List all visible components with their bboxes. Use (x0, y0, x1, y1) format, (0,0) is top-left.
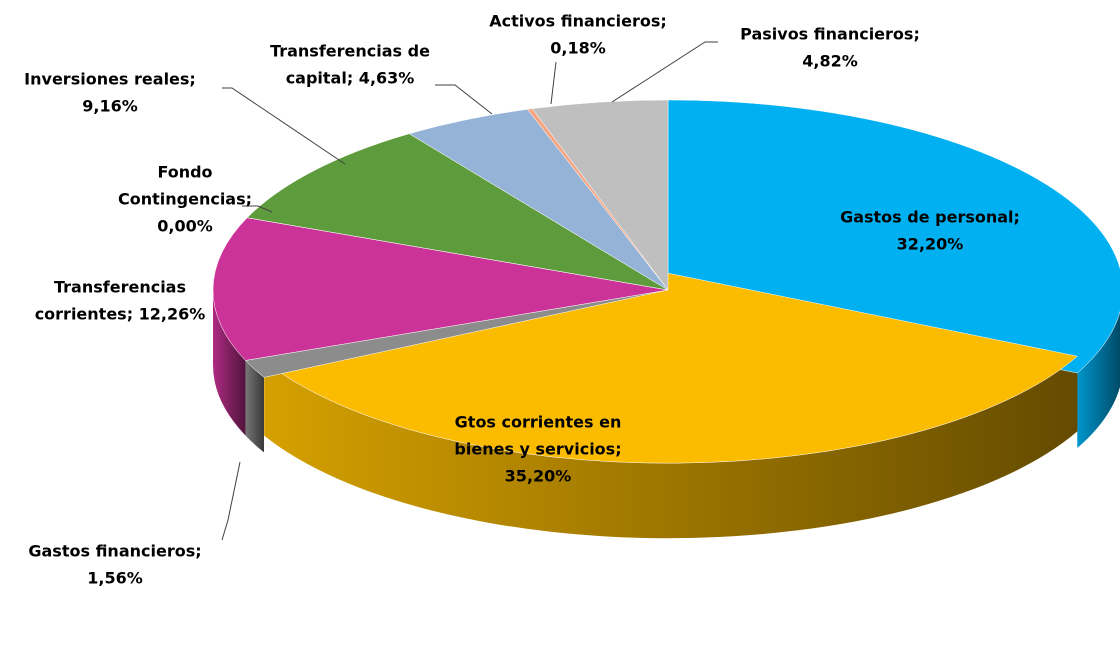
leader-line (242, 205, 273, 213)
data-label: Contingencias; (118, 190, 252, 209)
data-label: corrientes; 12,26% (35, 305, 206, 324)
leader-line (221, 461, 241, 541)
slice (246, 133, 669, 291)
data-labels: Gastos de personal; 32,20% Gtos corrientes… (24, 12, 1020, 588)
data-label: Transferencias (54, 278, 186, 297)
data-label: 4,82% (802, 52, 858, 71)
data-label: 1,56% (87, 569, 143, 588)
data-label: Gastos de personal; (840, 208, 1020, 227)
slice (212, 217, 669, 361)
data-label: 32,20% (897, 235, 964, 254)
slice (531, 99, 669, 291)
leader-line (222, 87, 346, 165)
data-label: Gtos corrientes en (455, 413, 622, 432)
leader-line (435, 84, 493, 115)
data-label: Pasivos financieros; (740, 25, 920, 44)
data-label: Fondo (157, 163, 212, 182)
data-label: Gastos financieros; (28, 542, 201, 561)
leader-line (611, 41, 718, 103)
slice-side (245, 360, 264, 453)
data-label: 0,18% (550, 39, 606, 58)
data-label: 35,20% (505, 467, 572, 486)
data-label: Activos financieros; (489, 12, 667, 31)
leader-line (550, 61, 557, 105)
data-label: Transferencias de (270, 42, 430, 61)
data-label: Inversiones reales; (24, 70, 196, 89)
pie-tops (212, 99, 1120, 464)
data-label: 0,00% (157, 217, 213, 236)
data-label: 9,16% (82, 97, 138, 116)
data-label: bienes y servicios; (454, 440, 621, 459)
leader-lines (221, 41, 718, 541)
slice-side (264, 356, 1078, 539)
slice-side (1077, 311, 1120, 449)
data-label: capital; 4,63% (286, 69, 415, 88)
